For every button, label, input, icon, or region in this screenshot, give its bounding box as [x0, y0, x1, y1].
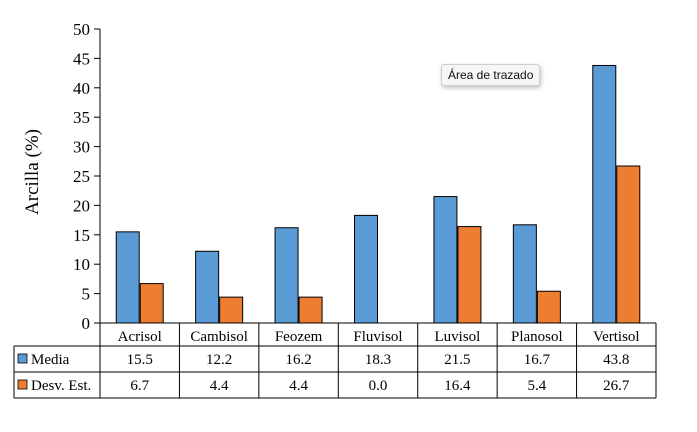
legend-swatch: [17, 379, 28, 390]
x-tick-label: Luvisol: [435, 329, 481, 345]
y-tick-label: 30: [73, 138, 90, 157]
data-label: 4.4: [210, 378, 229, 394]
bar-media-acrisol: [115, 231, 140, 324]
y-tick-label: 35: [73, 108, 90, 127]
data-table: Acrisol Cambisol Feozem Fluvisol Luvisol Plan…: [13, 323, 657, 399]
bar-desv-est-acrisol: [139, 283, 164, 324]
data-label: 21.5: [444, 352, 470, 368]
bar-desv-est-luvisol: [457, 226, 482, 324]
tooltip-plot-area: Área de trazado: [441, 64, 541, 86]
data-label: 26.7: [603, 378, 630, 394]
bar-media-vertisol: [592, 64, 617, 324]
bar-media-cambisol: [195, 250, 220, 324]
bar-desv-est-vertisol: [616, 165, 641, 324]
legend-swatch: [17, 353, 28, 364]
bar-desv-est-cambisol: [219, 296, 244, 324]
y-tick-label: 20: [73, 196, 90, 215]
data-label: 43.8: [603, 352, 629, 368]
y-tick-label: 10: [73, 255, 90, 274]
bar-media-feozem: [274, 227, 299, 324]
data-label: 4.4: [289, 378, 308, 394]
bar-desv-est-planosol: [536, 290, 561, 324]
data-label: 16.7: [524, 352, 551, 368]
x-tick-label: Fluvisol: [353, 329, 402, 345]
data-label: 12.2: [206, 352, 232, 368]
y-tick-label: 40: [73, 79, 90, 98]
y-tick-label: 50: [73, 20, 90, 39]
y-tick-label: 45: [73, 49, 90, 68]
data-label: 6.7: [130, 378, 149, 394]
x-tick-label: Planosol: [511, 329, 563, 345]
x-tick-label: Cambisol: [190, 329, 248, 345]
bar-desv-est-feozem: [298, 296, 323, 324]
bar-media-planosol: [512, 224, 537, 324]
legend-label: Desv. Est.: [31, 378, 91, 394]
bars: [115, 64, 641, 324]
x-tick-label: Feozem: [275, 329, 323, 345]
data-label: 5.4: [527, 378, 546, 394]
data-label: 0.0: [369, 378, 388, 394]
y-axis-label-group: Arcilla (%): [22, 129, 43, 215]
data-label: 18.3: [365, 352, 391, 368]
axes: [99, 29, 656, 324]
y-tick-label: 5: [82, 285, 91, 304]
data-label: 16.2: [285, 352, 311, 368]
y-tick-label: 15: [73, 226, 90, 245]
x-tick-label: Vertisol: [593, 329, 640, 345]
legend-label: Media: [31, 352, 70, 368]
x-tick-label: Acrisol: [118, 329, 162, 345]
y-tick-label: 0: [82, 314, 91, 333]
y-tick-label: 25: [73, 167, 90, 186]
y-axis-ticks: 0 5 10 15 20 25 30 35 40 45 50: [73, 20, 100, 333]
bar-media-luvisol: [433, 196, 458, 324]
data-label: 16.4: [444, 378, 471, 394]
bar-media-fluvisol: [354, 214, 378, 324]
data-label: 15.5: [127, 352, 153, 368]
y-axis-label: Arcilla (%): [22, 129, 43, 215]
